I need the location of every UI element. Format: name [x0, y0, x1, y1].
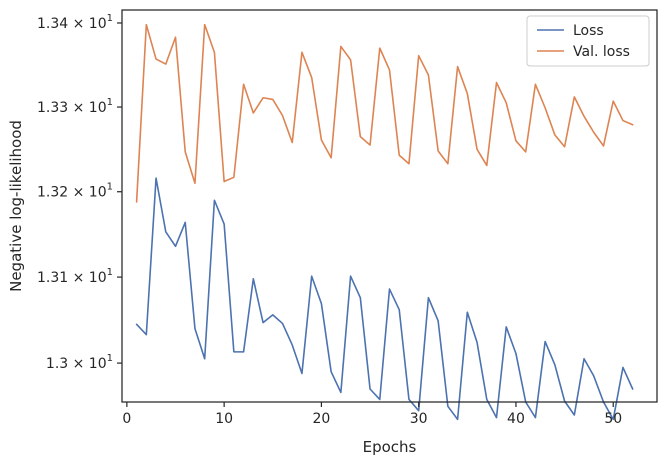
y-tick-label: 1.32 × 101	[37, 182, 113, 201]
x-tick-label: 40	[507, 411, 525, 427]
legend-label-0: Loss	[573, 23, 604, 39]
y-tick-label: 1.33 × 101	[37, 97, 113, 116]
x-tick-label: 20	[312, 411, 330, 427]
x-tick-label: 0	[122, 411, 131, 427]
x-tick-label: 30	[410, 411, 428, 427]
x-tick-label: 50	[604, 411, 622, 427]
legend-box	[526, 15, 650, 67]
y-tick-label: 1.31 × 101	[37, 267, 113, 286]
legend-label-1: Val. loss	[573, 44, 630, 60]
series-line-0	[135, 177, 634, 421]
series-layer	[135, 23, 634, 421]
legend: Loss Val. loss	[526, 15, 650, 67]
x-axis-title: Epochs	[363, 438, 417, 456]
x-tick-label: 10	[215, 411, 233, 427]
y-axis-title: Negative log-likelihood	[7, 120, 25, 292]
plot-frame	[121, 9, 658, 403]
x-axis: 0 10 20 30 40 50	[122, 402, 622, 427]
series-line-1	[135, 23, 634, 203]
y-tick-label: 1.3 × 101	[46, 353, 113, 372]
y-axis: 1.3 × 101 1.31 × 101 1.32 × 101 1.33 × 101 1…	[37, 13, 122, 372]
y-tick-label: 1.34 × 101	[37, 13, 113, 32]
